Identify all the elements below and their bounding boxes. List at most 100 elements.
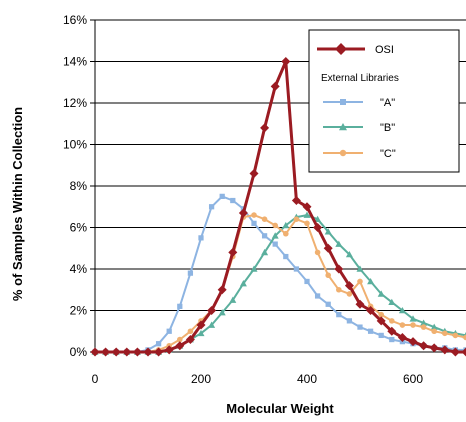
data-point (339, 123, 347, 131)
data-point (335, 240, 343, 247)
y-tick-label: 6% (70, 221, 88, 235)
data-point (228, 247, 238, 257)
y-tick-label: 8% (70, 179, 88, 193)
y-tick-label: 10% (63, 138, 87, 152)
data-point (313, 223, 323, 232)
data-point (293, 266, 300, 272)
y-tick-label: 16% (63, 13, 87, 27)
x-tick-labels: 0 200 400 600 (92, 372, 424, 386)
data-point (452, 332, 459, 339)
data-point (409, 315, 417, 322)
y-tick-labels: 0% 2% 4% 6% 8% 10% 12% 14% 16% (63, 13, 95, 359)
data-point (272, 241, 278, 247)
data-point (132, 347, 142, 357)
y-tick-label: 14% (63, 55, 87, 69)
data-point (271, 232, 279, 239)
data-point (334, 264, 344, 274)
data-point (249, 169, 259, 179)
data-point (442, 330, 448, 337)
data-point (325, 301, 331, 307)
data-point (143, 347, 153, 357)
data-point (177, 303, 183, 309)
data-point (340, 99, 346, 105)
data-point (419, 341, 429, 351)
series-osi (90, 57, 466, 357)
data-point (397, 332, 407, 342)
data-point (314, 249, 321, 256)
series-line (95, 214, 466, 353)
data-point (323, 243, 333, 253)
data-point (207, 306, 217, 315)
data-point (122, 347, 132, 357)
data-point (293, 216, 300, 222)
y-tick-label: 4% (70, 262, 88, 276)
data-point (367, 328, 374, 334)
data-point (239, 280, 247, 287)
data-point (304, 220, 310, 227)
x-tick-label: 400 (297, 372, 317, 386)
data-point (346, 318, 353, 324)
x-tick-label: 600 (403, 372, 423, 386)
data-point (208, 321, 216, 328)
data-point (281, 57, 291, 66)
data-point (175, 341, 185, 351)
series-line (95, 195, 466, 353)
y-tick-label: 0% (70, 345, 88, 359)
data-point (164, 345, 174, 355)
data-point (461, 347, 466, 357)
data-point (325, 272, 332, 279)
legend: OSI External Libraries "A" "B" "C" (308, 29, 460, 173)
legend-label: "A" (380, 97, 395, 109)
data-point (420, 324, 427, 330)
legend-label: "B" (380, 122, 395, 134)
data-point (90, 347, 100, 357)
data-point (378, 332, 384, 339)
data-point (270, 81, 280, 91)
data-point (283, 230, 289, 237)
data-point (335, 43, 347, 55)
data-point (261, 248, 269, 256)
data-point (389, 318, 395, 324)
data-point (187, 270, 194, 276)
legend-header: External Libraries (321, 73, 399, 84)
data-point (440, 345, 450, 355)
data-point (302, 202, 312, 212)
data-point (355, 299, 365, 309)
series-c (92, 212, 466, 355)
data-point (431, 328, 438, 335)
data-point (197, 329, 205, 337)
y-axis-title: % of Samples Within Collection (10, 107, 25, 301)
data-point (346, 291, 353, 297)
data-point (408, 337, 418, 347)
legend-label-osi: OSI (375, 44, 394, 56)
data-point (272, 222, 279, 229)
data-point (463, 334, 466, 341)
data-point (314, 293, 321, 299)
data-point (154, 347, 164, 357)
data-point (217, 285, 227, 295)
data-point (356, 265, 364, 272)
data-point (398, 307, 406, 314)
data-point (230, 197, 236, 204)
y-tick-label: 2% (70, 304, 88, 318)
data-point (388, 298, 396, 305)
series-a (92, 193, 466, 355)
data-point (196, 320, 206, 330)
legend-label: "C" (380, 148, 396, 160)
data-point (166, 328, 172, 334)
data-point (420, 319, 428, 326)
data-point (389, 336, 395, 343)
data-point (198, 235, 204, 241)
data-point (366, 306, 376, 315)
data-point (185, 335, 195, 345)
y-tick-label: 12% (63, 96, 87, 110)
data-point (339, 149, 347, 157)
data-point (238, 208, 248, 218)
data-point (357, 324, 363, 330)
data-point (261, 233, 268, 239)
data-point (430, 323, 438, 330)
series (90, 57, 466, 357)
data-point (291, 196, 301, 206)
data-point (336, 312, 342, 318)
